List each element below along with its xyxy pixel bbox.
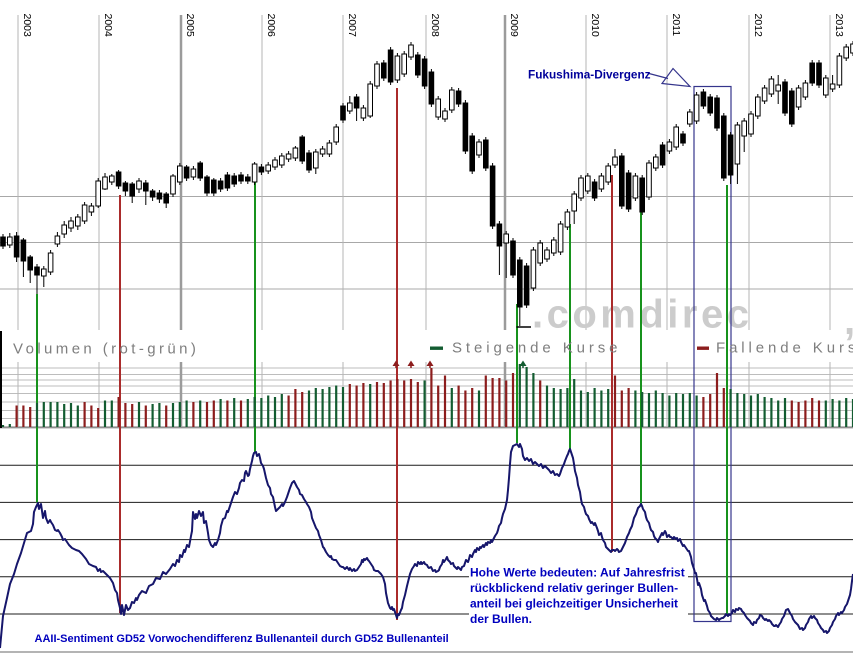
- svg-text:2005: 2005: [184, 14, 196, 38]
- svg-text:Steigende Kurse: Steigende Kurse: [452, 340, 621, 357]
- svg-text:2012: 2012: [752, 14, 764, 38]
- svg-text:2004: 2004: [102, 14, 114, 38]
- svg-text:rückblickend relativ geringer: rückblickend relativ geringer Bullen-: [470, 581, 678, 595]
- svg-text:.comdirec: .comdirec: [532, 293, 752, 337]
- svg-text:Volumen (rot-grün): Volumen (rot-grün): [13, 341, 199, 358]
- svg-text:Hohe Werte bedeuten: Auf Jahre: Hohe Werte bedeuten: Auf Jahresfrist: [470, 566, 685, 580]
- svg-text:Fallende Kurse: Fallende Kurse: [716, 340, 853, 357]
- svg-text:2008: 2008: [429, 14, 441, 38]
- svg-text:2006: 2006: [265, 14, 277, 38]
- svg-text:der Bullen.: der Bullen.: [470, 612, 532, 626]
- svg-text:2003: 2003: [21, 14, 33, 38]
- svg-text:2011: 2011: [670, 14, 682, 37]
- svg-text:Fukushima-Divergenz: Fukushima-Divergenz: [528, 68, 651, 82]
- svg-text:AAII-Sentiment GD52 Vorwochend: AAII-Sentiment GD52 Vorwochendifferenz B…: [35, 633, 449, 645]
- svg-text:2009: 2009: [508, 14, 520, 38]
- svg-text:2010: 2010: [589, 14, 601, 38]
- svg-text:2007: 2007: [346, 14, 358, 38]
- svg-text:,: ,: [844, 299, 853, 343]
- svg-text:2013: 2013: [833, 14, 845, 38]
- svg-text:anteil bei gleichzeitiger Unsi: anteil bei gleichzeitiger Unsicherheit: [470, 597, 678, 611]
